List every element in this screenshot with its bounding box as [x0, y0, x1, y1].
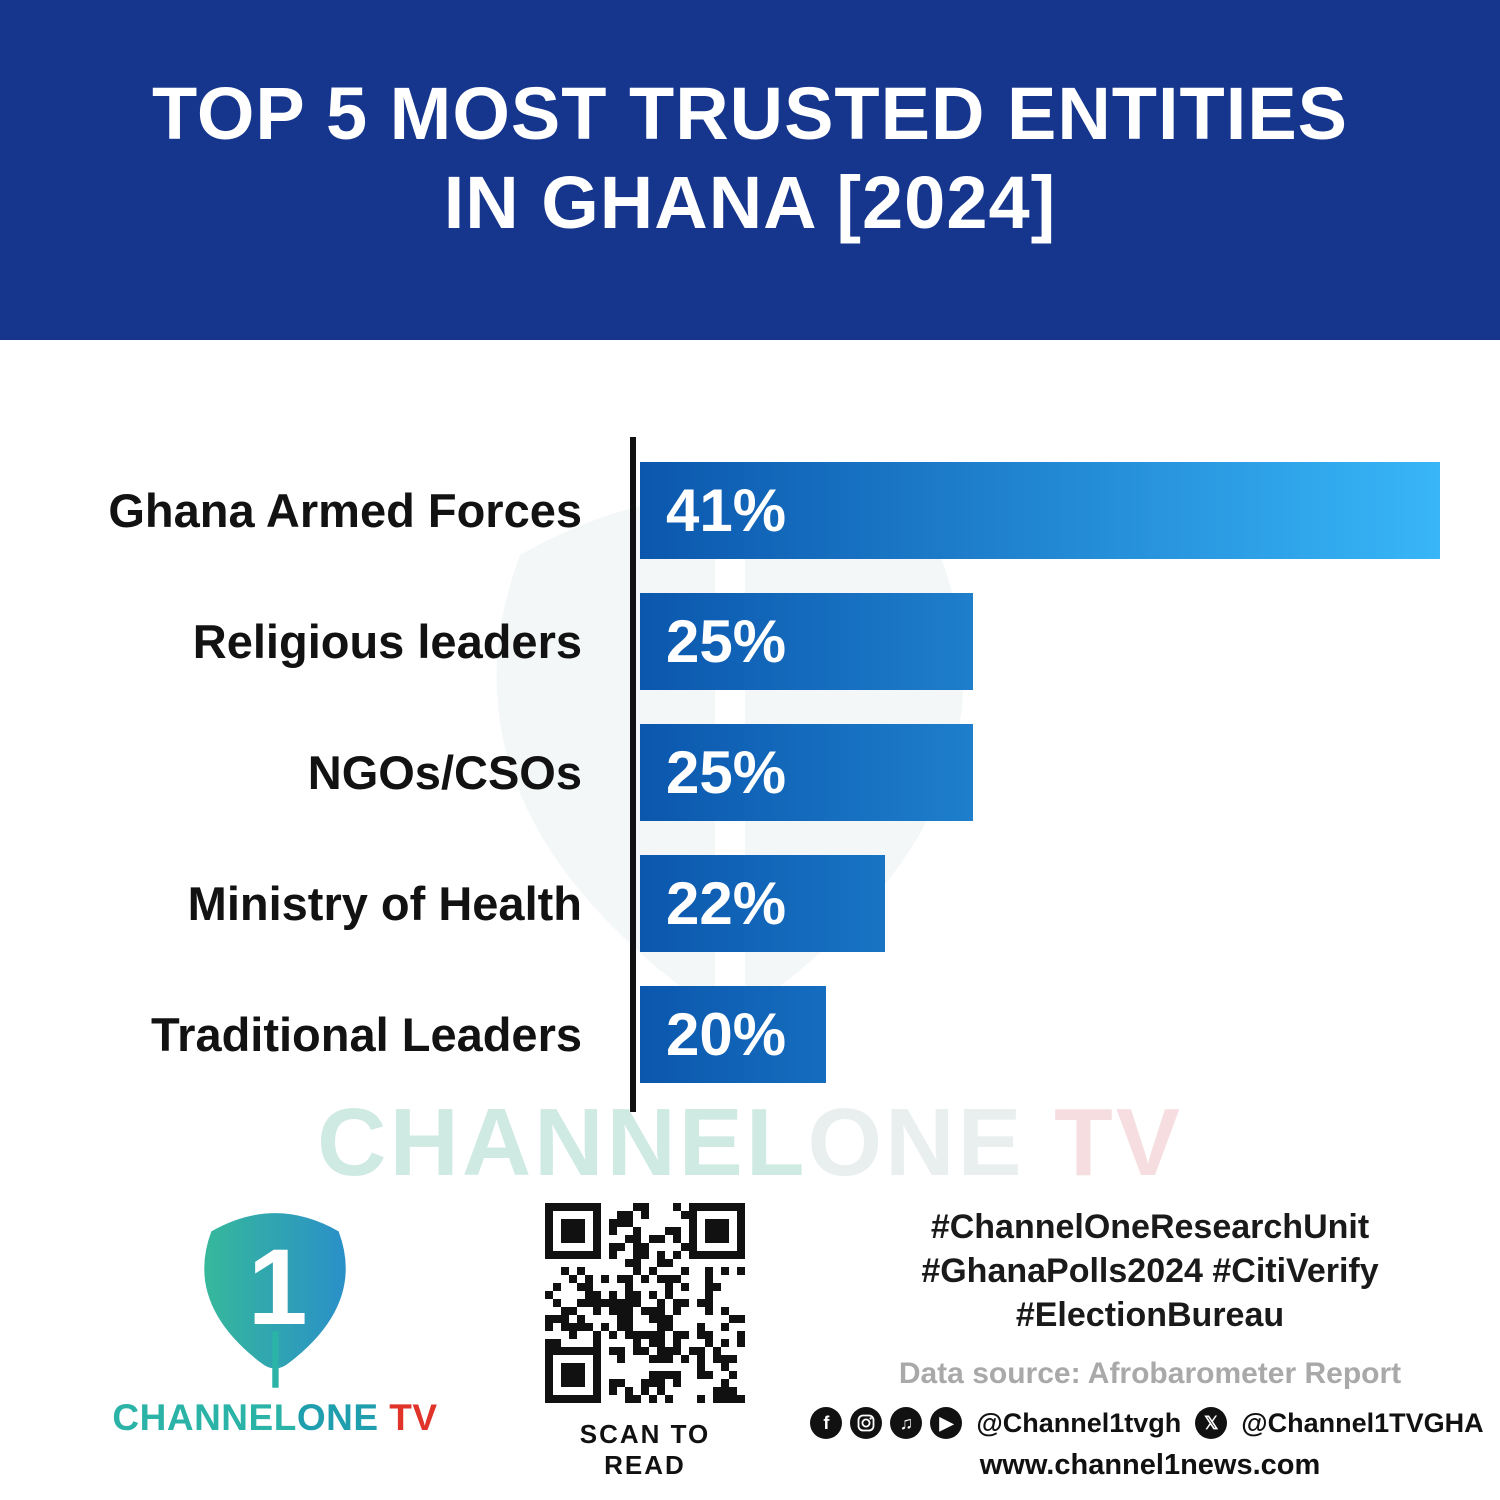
- chart-row: Religious leaders 25%: [0, 576, 1500, 707]
- header-banner: TOP 5 MOST TRUSTED ENTITIES IN GHANA [20…: [0, 0, 1500, 340]
- x-icon: 𝕏: [1195, 1407, 1228, 1439]
- bar-area: 22%: [640, 855, 1500, 952]
- brand-tv: TV: [378, 1397, 438, 1438]
- social-handle-main: @Channel1tvgh: [976, 1407, 1182, 1438]
- channel-one-logo: 1 CHANNELONE TV: [105, 1195, 445, 1439]
- facebook-icon: f: [810, 1407, 843, 1439]
- watermark-tv: TV: [1024, 1089, 1183, 1196]
- bar: 25%: [640, 593, 973, 690]
- svg-text:1: 1: [248, 1227, 308, 1347]
- page-title-line1: TOP 5 MOST TRUSTED ENTITIES: [151, 72, 1349, 155]
- category-label: Ghana Armed Forces: [108, 484, 582, 537]
- bar-area: 25%: [640, 593, 1500, 690]
- bar-area: 25%: [640, 724, 1500, 821]
- bar: 22%: [640, 855, 885, 952]
- bar: 20%: [640, 986, 826, 1083]
- value-label: 25%: [666, 739, 787, 806]
- hashtag-line1: #ChannelOneResearchUnit: [930, 1208, 1370, 1246]
- watermark-one: ONE: [807, 1089, 1025, 1196]
- category-label: NGOs/CSOs: [307, 746, 582, 799]
- hashtags: #ChannelOneResearchUnit #GhanaPolls2024 …: [860, 1205, 1440, 1337]
- chart-row: NGOs/CSOs 25%: [0, 707, 1500, 838]
- chart-axis-line: [630, 437, 636, 1112]
- category-label: Traditional Leaders: [151, 1008, 582, 1061]
- value-label: 22%: [666, 870, 787, 937]
- chart-row: Ministry of Health 22%: [0, 838, 1500, 969]
- bar: 41%: [640, 462, 1440, 559]
- data-source: Data source: Afrobarometer Report: [898, 1357, 1402, 1390]
- bar-area: 41%: [640, 462, 1500, 559]
- footer: 1 CHANNELONE TV SCAN TO READ #ChannelOne…: [0, 1195, 1500, 1481]
- category-label: Ministry of Health: [187, 877, 582, 930]
- bar-area: 20%: [640, 986, 1500, 1083]
- qr-caption: SCAN TO READ: [579, 1419, 711, 1480]
- page-title-line2: IN GHANA [2024]: [443, 160, 1057, 244]
- instagram-icon: [850, 1407, 883, 1439]
- social-row: f ♫ ▶ @Channel1tvgh 𝕏 @Channel1TVGHA: [810, 1407, 1484, 1439]
- value-label: 20%: [666, 1001, 787, 1068]
- bar-chart: Ghana Armed Forces 41% Religious leaders…: [0, 437, 1500, 1112]
- tiktok-icon: ♫: [890, 1407, 923, 1439]
- chart-row: Traditional Leaders 20%: [0, 969, 1500, 1100]
- brand-channel: CHANNEL: [112, 1397, 297, 1438]
- value-label: 41%: [666, 477, 787, 544]
- hashtag-line2: #GhanaPolls2024 #CitiVerify: [921, 1252, 1379, 1290]
- qr-block: SCAN TO READ: [540, 1203, 750, 1481]
- bar: 25%: [640, 724, 973, 821]
- chart-row: Ghana Armed Forces 41%: [0, 445, 1500, 576]
- social-handle-x: @Channel1TVGHA: [1241, 1407, 1484, 1438]
- brand-one: ONE: [296, 1397, 379, 1438]
- hashtag-line3: #ElectionBureau: [1015, 1296, 1285, 1334]
- page-title: TOP 5 MOST TRUSTED ENTITIES IN GHANA [20…: [0, 70, 1500, 248]
- channel-one-logo-icon: 1: [204, 1213, 346, 1388]
- youtube-icon: ▶: [930, 1407, 963, 1439]
- logo-brand-text: CHANNELONE TV: [105, 1397, 445, 1439]
- website-url: www.channel1news.com: [979, 1449, 1321, 1481]
- value-label: 25%: [666, 608, 787, 675]
- channel-one-watermark: CHANNELONE TV: [0, 1088, 1500, 1198]
- qr-code: [545, 1203, 745, 1403]
- category-label: Religious leaders: [192, 615, 582, 668]
- footer-info: #ChannelOneResearchUnit #GhanaPolls2024 …: [810, 1205, 1484, 1482]
- watermark-channel: CHANNEL: [317, 1089, 808, 1196]
